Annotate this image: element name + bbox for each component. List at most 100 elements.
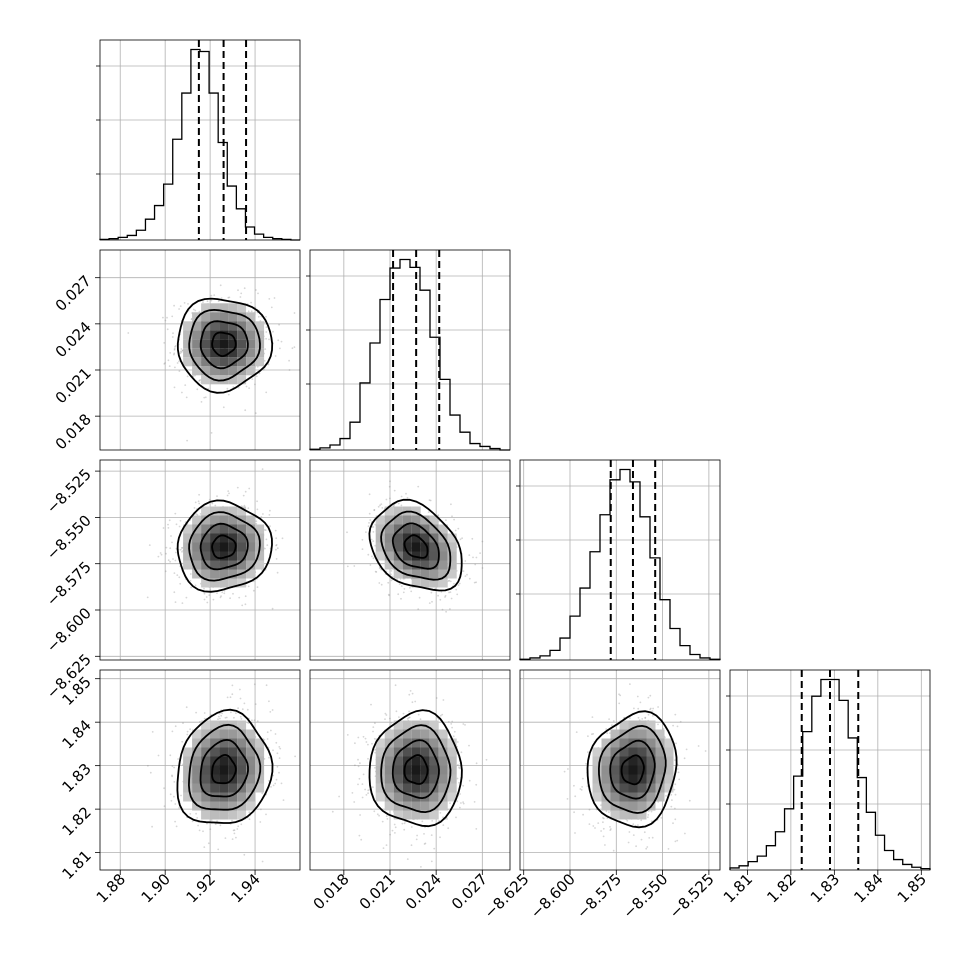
density-cell: [237, 533, 247, 543]
scatter-point: [359, 762, 361, 765]
scatter-point: [256, 508, 259, 511]
contour-level-3: [380, 724, 452, 814]
density-cell: [210, 774, 220, 784]
scatter-point: [265, 684, 268, 687]
scatter-point: [180, 348, 183, 350]
scatter-point: [464, 560, 467, 562]
scatter-point: [192, 375, 195, 377]
density-cell: [246, 765, 256, 775]
scatter-point: [449, 591, 452, 593]
density-cell: [228, 524, 238, 534]
density-cell: [438, 765, 448, 775]
scatter-point: [683, 757, 686, 760]
scatter-point: [650, 810, 653, 813]
scatter-point: [673, 788, 676, 791]
density-cell: [411, 533, 421, 543]
density-cell: [402, 542, 412, 552]
density-cell: [237, 551, 247, 561]
scatter-point: [411, 701, 414, 704]
density-cell: [237, 792, 247, 802]
scatter-point: [649, 708, 651, 711]
density-cell: [411, 524, 421, 534]
scatter-point: [429, 499, 432, 502]
scatter-point: [248, 811, 251, 814]
density-cell: [192, 357, 202, 367]
scatter-point: [428, 602, 431, 604]
histogram-4: [729, 678, 931, 870]
density-cell: [201, 357, 211, 367]
scatter-point: [256, 720, 259, 722]
density-cell: [438, 578, 448, 588]
scatter-point: [361, 796, 364, 799]
contour-level-4: [176, 708, 274, 824]
scatter-point: [387, 593, 390, 596]
density-cell: [246, 729, 256, 739]
scatter-point: [697, 745, 700, 747]
density-cell: [201, 792, 211, 802]
scatter-point: [280, 340, 283, 343]
density-cell: [438, 783, 448, 793]
density-cell: [210, 303, 220, 313]
scatter-point: [246, 708, 249, 711]
scatter-point: [670, 805, 673, 808]
scatter-point: [231, 693, 234, 696]
scatter-point: [273, 297, 276, 299]
scatter-point: [173, 766, 176, 769]
scatter-point: [408, 693, 411, 696]
density-cell: [438, 560, 448, 570]
scatter-point: [227, 296, 230, 299]
scatter-point: [643, 831, 646, 834]
scatter-point: [398, 583, 401, 585]
scatter-point: [228, 296, 231, 299]
scatter-point: [464, 575, 467, 577]
density-cell: [192, 801, 202, 811]
density-cell: [201, 578, 211, 588]
scatter-point: [437, 594, 439, 597]
scatter-point: [190, 318, 193, 321]
scatter-point: [649, 694, 652, 697]
scatter-point: [225, 716, 228, 719]
density-cell: [384, 524, 394, 534]
scatter-point: [255, 289, 257, 291]
density-cell: [429, 774, 439, 784]
density-cell: [375, 747, 385, 757]
panel-frame: [309, 669, 511, 871]
contour-level-4: [368, 498, 463, 592]
scatter-point: [433, 847, 436, 850]
scatter-point: [644, 717, 647, 719]
scatter-point: [373, 737, 376, 740]
density-cell: [375, 542, 385, 552]
scatter-point: [407, 716, 410, 719]
scatter-point: [458, 766, 460, 769]
density-cell: [384, 738, 394, 748]
scatter-point: [278, 746, 281, 748]
scatter-point: [447, 580, 450, 582]
density-cell: [375, 551, 385, 561]
density-cell: [210, 366, 220, 376]
scatter-point: [179, 352, 182, 355]
scatter-point: [451, 726, 453, 729]
density-cell: [210, 747, 220, 757]
density-cell: [201, 569, 211, 579]
scatter-point: [481, 540, 484, 543]
scatter-point: [462, 723, 465, 725]
density-cell: [192, 756, 202, 766]
density-cell: [210, 533, 220, 543]
scatter-point: [605, 810, 608, 813]
density-cell: [246, 339, 256, 349]
scatter-point: [276, 752, 279, 755]
density-cell: [201, 348, 211, 358]
scatter-point: [236, 828, 239, 830]
scatter-point: [258, 372, 261, 375]
scatter-point: [461, 537, 463, 540]
scatter-point: [242, 494, 245, 497]
scatter-point: [456, 593, 459, 596]
density-cell: [237, 330, 247, 340]
scatter-point: [674, 840, 677, 843]
scatter-point: [255, 520, 258, 523]
scatter-point: [181, 546, 184, 549]
density-cell: [183, 348, 193, 358]
scatter-point: [151, 825, 154, 828]
density-cell: [375, 533, 385, 543]
scatter-point: [675, 742, 677, 745]
